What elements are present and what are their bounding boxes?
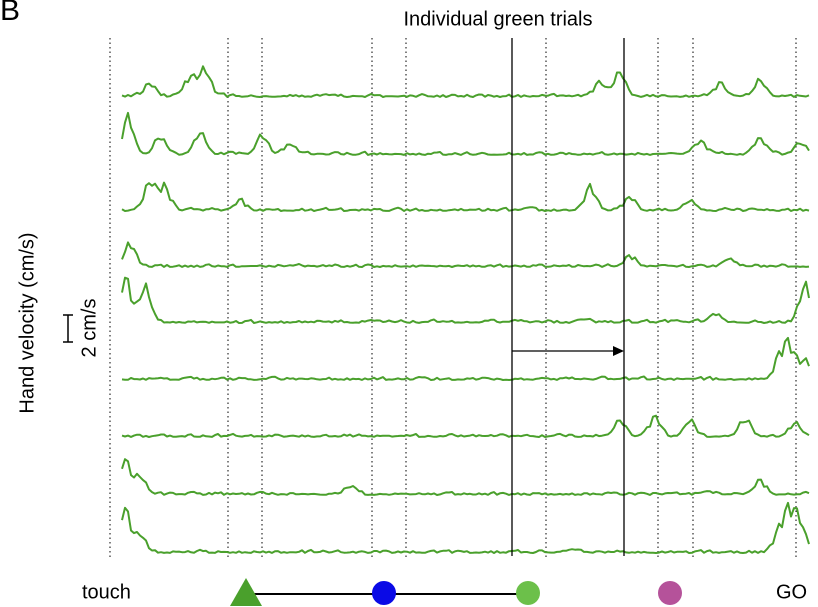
green-marker xyxy=(516,581,540,605)
end-label: GO xyxy=(776,581,807,603)
scale-bar xyxy=(63,314,73,343)
velocity-trace xyxy=(121,65,810,98)
blue-marker xyxy=(372,581,396,605)
title: Individual green trials xyxy=(404,8,593,30)
start-label: touch xyxy=(82,581,131,603)
velocity-trace xyxy=(121,111,810,156)
velocity-trace xyxy=(121,336,810,381)
panel-label: B xyxy=(0,0,20,27)
velocity-trace xyxy=(121,414,810,438)
arrow-head xyxy=(613,346,624,356)
triangle-marker xyxy=(230,578,262,606)
velocity-trace xyxy=(121,501,810,554)
event-lines xyxy=(109,38,797,560)
purple-marker xyxy=(658,581,682,605)
traces xyxy=(121,65,810,554)
velocity-trace xyxy=(121,276,810,324)
y-axis-label: Hand velocity (cm/s) xyxy=(16,232,38,413)
velocity-trace xyxy=(121,241,810,268)
velocity-trace xyxy=(121,458,810,496)
scale-bar-label: 2 cm/s xyxy=(78,299,100,358)
velocity-trace xyxy=(121,181,810,212)
